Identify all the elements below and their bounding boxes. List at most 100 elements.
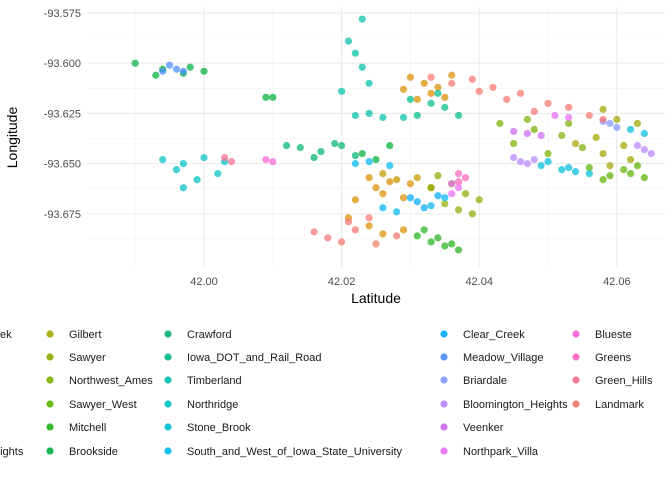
x-tick-label: 42.00 bbox=[190, 276, 218, 288]
data-point-Veenker bbox=[537, 131, 545, 140]
data-point-Mitchell bbox=[427, 238, 435, 246]
legend-label-Sawyer_West: Sawyer_West bbox=[69, 399, 137, 411]
data-point-Stone_Brook bbox=[585, 170, 593, 178]
data-point-Sawyer_West bbox=[620, 166, 628, 174]
legend-key-Mitchell bbox=[46, 423, 54, 431]
data-point-Blueste bbox=[262, 155, 270, 164]
data-point bbox=[420, 79, 428, 87]
legend-key-Timberland bbox=[164, 376, 172, 384]
data-point-Landmark bbox=[530, 107, 538, 115]
legend-label-ek: ek bbox=[0, 329, 12, 341]
data-point-South_and_West_of_Iowa_State_University bbox=[351, 160, 359, 168]
data-point-South_and_West_of_Iowa_State_University bbox=[393, 208, 401, 216]
data-point-South_and_West_of_Iowa_State_University bbox=[441, 194, 449, 202]
data-point-Landmark bbox=[310, 228, 318, 236]
data-point-Brookside bbox=[152, 71, 160, 79]
data-point-Greens bbox=[454, 170, 463, 178]
data-point bbox=[406, 180, 415, 188]
legend-label-Bloomington_Heights: Bloomington_Heights bbox=[463, 399, 568, 411]
legend-key-Green_Hills bbox=[572, 376, 580, 384]
data-point-Green_Hills bbox=[227, 157, 236, 166]
data-point-South_and_West_of_Iowa_State_University bbox=[427, 202, 435, 210]
data-point-Northwest_Ames bbox=[496, 119, 504, 128]
data-point-Meadow_Village bbox=[172, 65, 181, 73]
data-point bbox=[386, 178, 394, 186]
data-point-Sawyer bbox=[434, 172, 442, 180]
data-point-Blueste bbox=[269, 157, 277, 166]
data-point-Iowa_DOT_and_Rail_Road bbox=[454, 111, 463, 120]
legend: ek eights Gilbert Sawyer Northwest_Ames Sawye… bbox=[0, 329, 653, 458]
data-points bbox=[131, 15, 655, 254]
legend-key-Veenker bbox=[440, 423, 448, 431]
data-point-Brookside bbox=[386, 141, 394, 150]
x-tick-label: 42.06 bbox=[603, 276, 631, 288]
legend-key-Meadow_Village bbox=[440, 353, 448, 361]
data-point bbox=[372, 184, 380, 192]
data-point-Brookside bbox=[200, 67, 208, 75]
legend-key-Northridge bbox=[164, 400, 172, 408]
data-point-Northridge bbox=[200, 153, 208, 162]
y-tick-label: -93.675 bbox=[44, 209, 81, 221]
y-axis-title: Longitude bbox=[4, 107, 20, 169]
legend-key-Northpark_Villa bbox=[440, 447, 448, 455]
data-point-Timberland bbox=[337, 87, 346, 95]
data-point-Timberland bbox=[344, 37, 353, 45]
data-point-Bloomington_Heights bbox=[510, 153, 518, 162]
data-point bbox=[413, 95, 421, 103]
data-point-Iowa_DOT_and_Rail_Road bbox=[441, 103, 449, 111]
data-point-Landmark bbox=[503, 95, 511, 103]
legend-label-Stone_Brook: Stone_Brook bbox=[187, 422, 251, 434]
data-point-Timberland bbox=[365, 109, 373, 118]
legend-label-Greens: Greens bbox=[595, 352, 632, 364]
data-point-Northridge bbox=[159, 155, 167, 164]
data-point-Sawyer bbox=[454, 206, 463, 214]
data-point-Clear_Creek bbox=[434, 192, 442, 200]
data-point-Briardale bbox=[606, 119, 614, 128]
data-point-Landmark bbox=[544, 99, 552, 107]
data-point-Landmark bbox=[324, 234, 332, 242]
data-point-Sawyer_West bbox=[633, 162, 642, 170]
data-point-Stone_Brook bbox=[640, 129, 648, 138]
legend-label-Blueste: Blueste bbox=[595, 329, 632, 341]
data-point-Northridge bbox=[179, 184, 187, 192]
data-point-Brookside bbox=[372, 155, 380, 164]
data-point-Gilbert bbox=[571, 139, 580, 148]
legend-label-Landmark: Landmark bbox=[595, 399, 644, 411]
data-point-Bloomington_Heights bbox=[516, 157, 525, 166]
data-point-Meadow_Village bbox=[159, 67, 167, 75]
data-point-Iowa_DOT_and_Rail_Road bbox=[427, 99, 435, 107]
data-point-Bloomington_Heights bbox=[647, 149, 655, 158]
data-point-Stone_Brook bbox=[571, 168, 580, 176]
data-point-Mitchell bbox=[454, 246, 463, 254]
data-point-South_and_West_of_Iowa_State_University bbox=[386, 162, 394, 170]
data-point-Landmark bbox=[365, 214, 373, 222]
data-point bbox=[441, 93, 449, 101]
data-point-Northridge bbox=[172, 166, 181, 174]
data-point-Clear_Creek bbox=[420, 204, 428, 212]
data-point bbox=[413, 174, 421, 182]
data-point-South_and_West_of_Iowa_State_University bbox=[379, 204, 387, 212]
data-point-Greens bbox=[461, 174, 470, 182]
legend-key-Iowa_DOT_and_Rail_Road bbox=[164, 353, 172, 361]
data-point-Timberland bbox=[358, 15, 366, 23]
data-point-Landmark bbox=[372, 240, 380, 248]
data-point-Timberland bbox=[379, 113, 387, 122]
data-point bbox=[379, 190, 387, 198]
data-point bbox=[399, 85, 408, 93]
data-point-Stone_Brook bbox=[537, 162, 545, 170]
data-point-Clear_Creek bbox=[413, 198, 421, 206]
data-point-Stone_Brook bbox=[626, 125, 635, 134]
data-point-Brookside bbox=[262, 93, 270, 101]
legend-label-Timberland: Timberland bbox=[187, 375, 242, 387]
data-point-Northwest_Ames bbox=[558, 131, 566, 140]
legend-key-Greens bbox=[572, 353, 580, 361]
data-point-Brookside bbox=[358, 149, 366, 158]
legend-label-Northridge: Northridge bbox=[187, 399, 238, 411]
data-point-Gilbert bbox=[626, 155, 635, 164]
data-point-Veenker bbox=[523, 129, 531, 138]
legend-label-Briardale: Briardale bbox=[463, 375, 507, 387]
legend-label-Sawyer: Sawyer bbox=[69, 352, 106, 364]
data-point-Crawford bbox=[282, 141, 291, 150]
data-point-Brookside bbox=[186, 63, 194, 71]
legend-label-Gilbert: Gilbert bbox=[69, 329, 101, 341]
